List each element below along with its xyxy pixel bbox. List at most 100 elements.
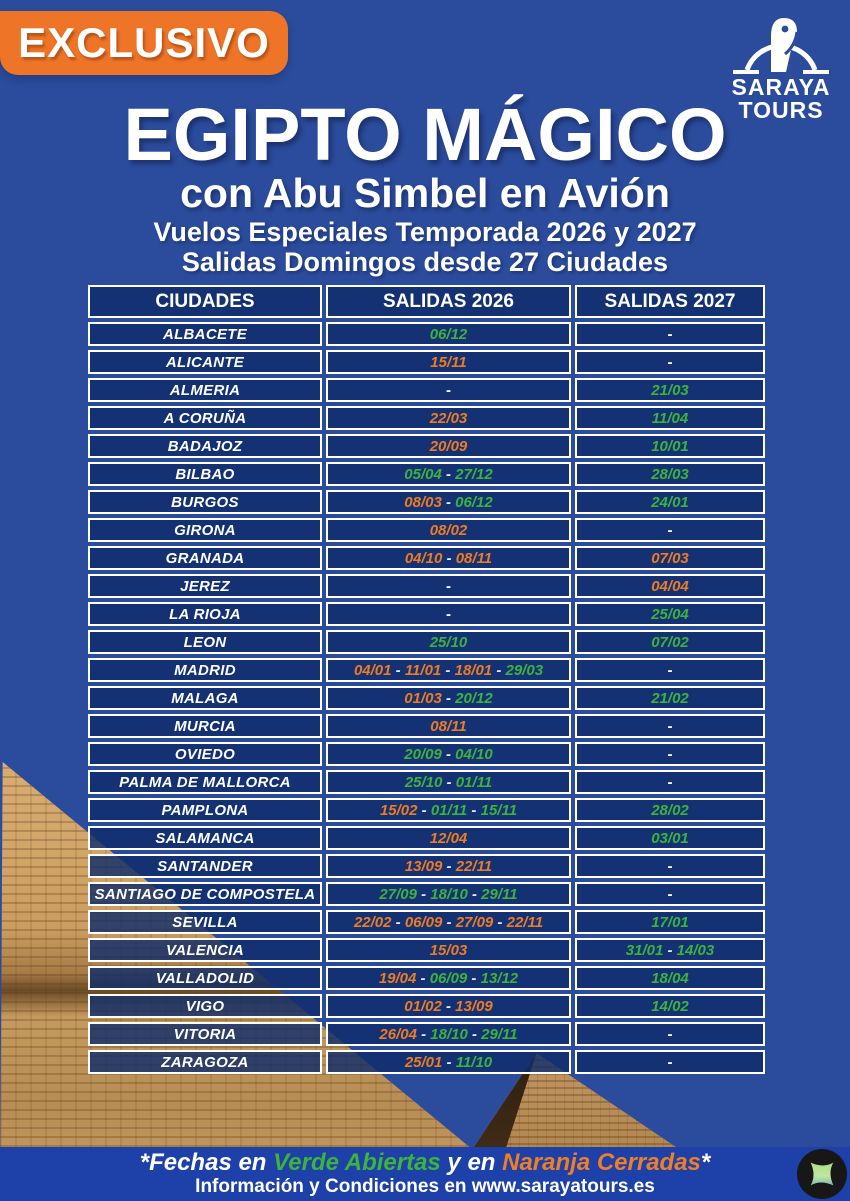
- salidas-2027-cell: 24/01: [575, 490, 765, 514]
- table-row: MURCIA 08/11 -: [88, 714, 765, 738]
- departure-date-open: 20/12: [455, 689, 493, 707]
- salidas-2027-cell: 07/03: [575, 546, 765, 570]
- salidas-2026-cell: 08/02: [326, 518, 571, 542]
- city-cell: ALMERIA: [88, 378, 322, 402]
- departure-date-closed: 19/04: [378, 969, 417, 987]
- date-separator: -: [467, 885, 482, 903]
- date-separator: -: [441, 465, 456, 483]
- footer-bar: *Fechas en Verde Abiertas y en Naranja C…: [0, 1147, 850, 1201]
- salidas-2026-cell: 22/03: [326, 406, 571, 430]
- date-separator: -: [391, 913, 405, 931]
- salidas-2027-cell: 25/04: [575, 602, 765, 626]
- departure-date-closed: 11/01: [404, 661, 442, 679]
- departure-date-open: 04/10: [455, 745, 493, 763]
- date-separator: -: [416, 885, 431, 903]
- salidas-2026-cell: 25/01 - 11/10: [326, 1050, 571, 1074]
- salidas-2026-cell: 19/04 - 06/09 - 13/12: [326, 966, 571, 990]
- departure-date-open: 21/02: [651, 689, 689, 707]
- salidas-2026-cell: 27/09 - 18/10 - 29/11: [326, 882, 571, 906]
- table-row: MADRID 04/01 - 11/01 - 18/01 - 29/03-: [88, 658, 765, 682]
- date-separator: -: [416, 1025, 431, 1043]
- departure-date-closed: 08/03: [404, 493, 442, 511]
- departure-date-open: 03/01: [651, 829, 689, 847]
- salidas-2027-cell: -: [575, 770, 765, 794]
- salidas-2027-cell: 11/04: [575, 406, 765, 430]
- table-row: VALENCIA 15/03 31/01 - 14/03: [88, 938, 765, 962]
- city-cell: VALENCIA: [88, 938, 322, 962]
- no-departure-marker: -: [667, 1053, 673, 1071]
- table-row: ZARAGOZA 25/01 - 11/10-: [88, 1050, 765, 1074]
- salidas-2026-cell: 15/02 - 01/11 - 15/11: [326, 798, 571, 822]
- departure-date-closed: 27/09: [455, 913, 494, 931]
- salidas-2026-cell: 25/10 - 01/11: [326, 770, 571, 794]
- salidas-2026-cell: 12/04: [326, 826, 571, 850]
- city-cell: VALLADOLID: [88, 966, 322, 990]
- sparkle-star-icon: [797, 1149, 847, 1199]
- salidas-2026-cell: 01/03 - 20/12: [326, 686, 571, 710]
- departure-date-open: 27/09: [379, 885, 417, 903]
- city-cell: VITORIA: [88, 1022, 322, 1046]
- city-cell: OVIEDO: [88, 742, 322, 766]
- departure-date-closed: 08/02: [429, 521, 468, 539]
- date-separator: -: [441, 997, 456, 1015]
- city-cell: A CORUÑA: [88, 406, 322, 430]
- no-departure-marker: -: [667, 521, 673, 539]
- date-separator: -: [663, 941, 677, 959]
- table-row: VITORIA 26/04 - 18/10 - 29/11-: [88, 1022, 765, 1046]
- no-departure-marker: -: [667, 857, 673, 875]
- departure-date-closed: 25/01: [404, 1053, 443, 1071]
- date-separator: -: [492, 661, 506, 679]
- table-row: SALAMANCA 12/04 03/01: [88, 826, 765, 850]
- departure-date-open: 01/11: [430, 801, 468, 819]
- date-separator: -: [467, 1025, 482, 1043]
- departure-date-open: 21/03: [651, 381, 689, 399]
- city-cell: SALAMANCA: [88, 826, 322, 850]
- departures-table: CIUDADES SALIDAS 2026 SALIDAS 2027 ALBAC…: [84, 281, 769, 1078]
- table-row: ALICANTE 15/11 -: [88, 350, 765, 374]
- horus-falcon-icon: [733, 18, 829, 74]
- departure-date-open: 06/12: [429, 325, 468, 343]
- date-separator: -: [417, 801, 431, 819]
- salidas-2026-cell: -: [326, 378, 571, 402]
- city-cell: JEREZ: [88, 574, 322, 598]
- departure-date-closed: 15/03: [429, 941, 468, 959]
- salidas-2027-cell: 18/04: [575, 966, 765, 990]
- legend-part-white: *Fechas en: [139, 1148, 274, 1176]
- departure-date-closed: 18/01: [454, 661, 493, 679]
- city-cell: BADAJOZ: [88, 434, 322, 458]
- departure-date-closed: 12/04: [429, 829, 468, 847]
- departure-date-open: 13/12: [480, 969, 519, 987]
- no-departure-marker: -: [667, 353, 673, 371]
- date-separator: -: [442, 1053, 456, 1071]
- salidas-2026-cell: 06/12: [326, 322, 571, 346]
- column-header-salidas-2027: SALIDAS 2027: [575, 285, 765, 318]
- salidas-2027-cell: 21/03: [575, 378, 765, 402]
- salidas-2027-cell: 21/02: [575, 686, 765, 710]
- date-separator: -: [391, 661, 405, 679]
- no-departure-marker: -: [667, 661, 673, 679]
- table-row: PALMA DE MALLORCA 25/10 - 01/11-: [88, 770, 765, 794]
- city-cell: PAMPLONA: [88, 798, 322, 822]
- date-separator: -: [442, 549, 456, 567]
- legend-part-green: Verde Abiertas: [273, 1148, 441, 1176]
- table-row: VIGO 01/02 - 13/09 14/02: [88, 994, 765, 1018]
- table-row: GRANADA 04/10 - 08/11 07/03: [88, 546, 765, 570]
- departure-date-closed: 07/03: [651, 549, 689, 567]
- salidas-2027-cell: -: [575, 658, 765, 682]
- departure-date-open: 06/09: [429, 969, 468, 987]
- salidas-2026-cell: 15/11: [326, 350, 571, 374]
- exclusive-badge-label: EXCLUSIVO: [18, 19, 270, 66]
- salidas-2026-cell: 08/03 - 06/12: [326, 490, 571, 514]
- departure-date-open: 10/01: [651, 437, 689, 455]
- salidas-2026-cell: 04/01 - 11/01 - 18/01 - 29/03: [326, 658, 571, 682]
- salidas-2027-cell: -: [575, 714, 765, 738]
- salidas-2027-cell: 17/01: [575, 910, 765, 934]
- salidas-2027-cell: 10/01: [575, 434, 765, 458]
- logo-name: SARAYA: [731, 74, 831, 100]
- table-row: BADAJOZ 20/09 10/01: [88, 434, 765, 458]
- salidas-2027-cell: -: [575, 1050, 765, 1074]
- date-separator: -: [441, 661, 455, 679]
- city-cell: VIGO: [88, 994, 322, 1018]
- table-row: SEVILLA 22/02 - 06/09 - 27/09 - 22/11 17/0…: [88, 910, 765, 934]
